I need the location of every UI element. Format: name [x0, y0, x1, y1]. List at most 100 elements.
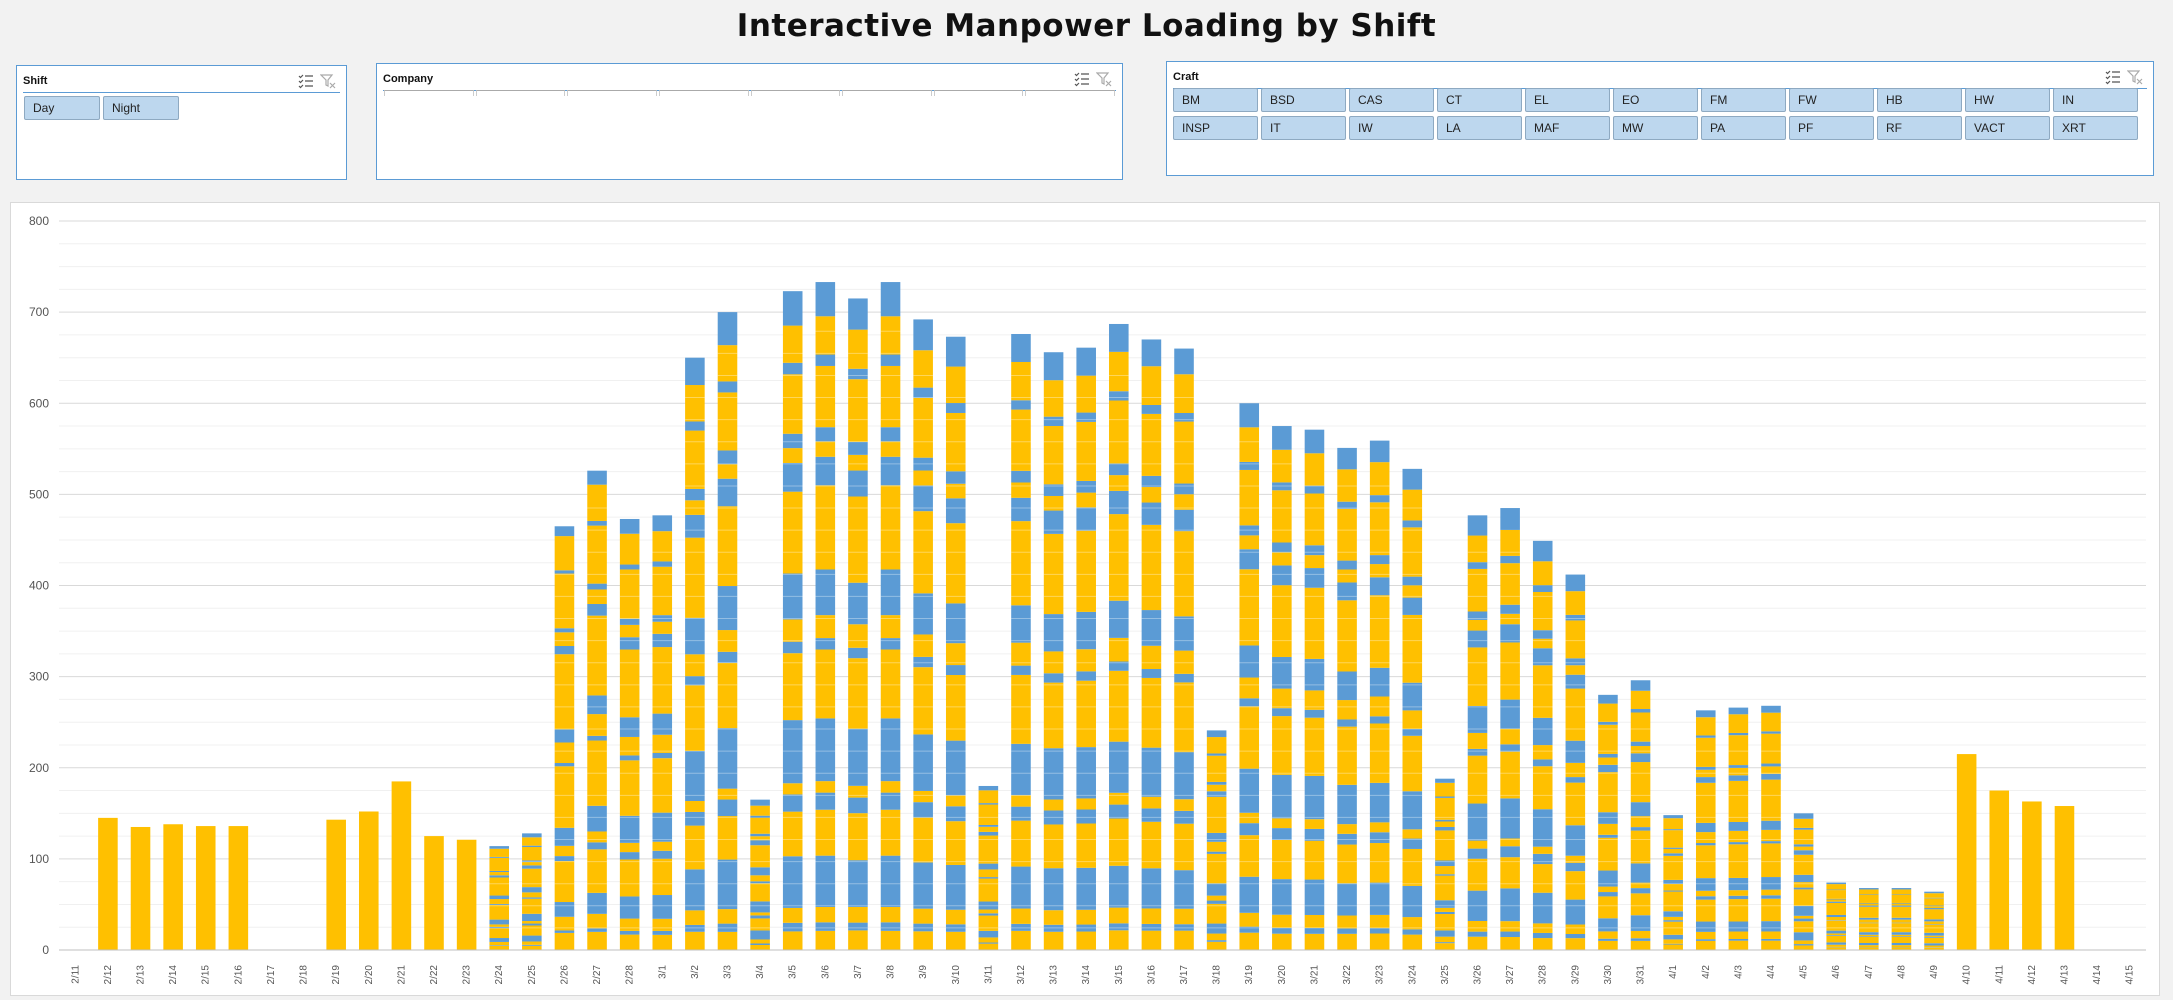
bar-4/1[interactable]: [1663, 815, 1683, 950]
craft-button-hw[interactable]: HW: [1965, 88, 2050, 112]
bar-3/31[interactable]: [1630, 680, 1651, 950]
x-tick-label: 3/6: [820, 965, 831, 979]
bar-3/6[interactable]: [815, 282, 836, 950]
bar-2/12[interactable]: [98, 817, 118, 950]
bar-2/27[interactable]: [587, 470, 607, 950]
bar-3/20[interactable]: [1272, 426, 1292, 950]
bar-3/17[interactable]: [1174, 348, 1194, 950]
bar-3/24[interactable]: [1402, 468, 1423, 950]
craft-button-rf[interactable]: RF: [1877, 116, 1962, 140]
craft-button-mw[interactable]: MW: [1613, 116, 1698, 140]
bar-3/14[interactable]: [1076, 347, 1096, 950]
bar-3/25[interactable]: [1435, 778, 1455, 950]
bar-2/28[interactable]: [619, 518, 640, 950]
day-segment: [880, 649, 901, 719]
bar-3/11[interactable]: [978, 785, 999, 950]
company-slicer-items[interactable]: [384, 90, 1115, 96]
night-segment: [750, 815, 770, 818]
craft-button-la[interactable]: LA: [1437, 116, 1522, 140]
bar-3/9[interactable]: [913, 319, 933, 950]
day-segment: [1174, 682, 1194, 753]
bar-3/28[interactable]: [1532, 540, 1553, 950]
bar-4/5[interactable]: [1793, 813, 1814, 950]
bar-3/5[interactable]: [782, 291, 803, 950]
craft-button-el[interactable]: EL: [1525, 88, 1610, 112]
bar-4/3[interactable]: [1728, 707, 1749, 950]
bar-3/7[interactable]: [848, 298, 868, 950]
craft-button-fm[interactable]: FM: [1701, 88, 1786, 112]
bar-3/22[interactable]: [1337, 447, 1357, 950]
night-segment: [685, 514, 705, 538]
clear-filter-icon[interactable]: [320, 73, 336, 89]
craft-button-insp[interactable]: INSP: [1173, 116, 1258, 140]
craft-button-pa[interactable]: PA: [1701, 116, 1786, 140]
bar-4/6[interactable]: [1826, 882, 1846, 950]
bar-3/4[interactable]: [750, 799, 770, 950]
bar-3/15[interactable]: [1109, 323, 1129, 950]
bar-2/22[interactable]: [424, 836, 444, 950]
craft-button-iw[interactable]: IW: [1349, 116, 1434, 140]
craft-button-vact[interactable]: VACT: [1965, 116, 2050, 140]
craft-button-bm[interactable]: BM: [1173, 88, 1258, 112]
bar-3/13[interactable]: [1043, 352, 1064, 950]
bar-2/26[interactable]: [554, 526, 575, 950]
bar-2/25[interactable]: [522, 833, 542, 950]
bar-2/19[interactable]: [326, 819, 346, 950]
bar-2/20[interactable]: [359, 811, 379, 950]
bar-2/14[interactable]: [163, 824, 183, 950]
night-segment: [1891, 932, 1912, 935]
bar-4/13[interactable]: [2054, 806, 2075, 950]
bar-3/29[interactable]: [1565, 574, 1586, 950]
bar-3/18[interactable]: [1206, 730, 1227, 950]
craft-button-eo[interactable]: EO: [1613, 88, 1698, 112]
bar-4/8[interactable]: [1891, 888, 1912, 950]
bar-2/13[interactable]: [130, 826, 151, 950]
clear-filter-icon[interactable]: [2127, 69, 2143, 85]
day-segment: [1761, 931, 1781, 939]
bar-3/10[interactable]: [945, 336, 966, 950]
bar-3/19[interactable]: [1239, 403, 1260, 950]
craft-button-cas[interactable]: CAS: [1349, 88, 1434, 112]
craft-button-in[interactable]: IN: [2053, 88, 2138, 112]
day-segment: [1239, 535, 1260, 550]
craft-button-it[interactable]: IT: [1261, 116, 1346, 140]
craft-button-hb[interactable]: HB: [1877, 88, 1962, 112]
bar-2/24[interactable]: [489, 846, 510, 950]
bar-3/12[interactable]: [1011, 333, 1031, 950]
multi-select-icon[interactable]: [298, 73, 314, 89]
bar-2/15[interactable]: [195, 826, 216, 950]
shift-button-night[interactable]: Night: [103, 96, 179, 120]
bar-2/16[interactable]: [228, 826, 249, 950]
craft-button-xrt[interactable]: XRT: [2053, 116, 2138, 140]
bar-3/30[interactable]: [1598, 694, 1618, 950]
bar-3/23[interactable]: [1369, 440, 1390, 950]
bar-3/8[interactable]: [880, 282, 901, 950]
bar-4/4[interactable]: [1761, 705, 1781, 950]
bar-2/23[interactable]: [456, 839, 477, 950]
craft-button-ct[interactable]: CT: [1437, 88, 1522, 112]
clear-filter-icon[interactable]: [1096, 71, 1112, 87]
bar-3/2[interactable]: [685, 357, 705, 950]
bar-4/7[interactable]: [1859, 888, 1879, 950]
craft-button-fw[interactable]: FW: [1789, 88, 1874, 112]
bar-4/2[interactable]: [1695, 710, 1716, 950]
bar-3/21[interactable]: [1304, 429, 1325, 950]
craft-button-maf[interactable]: MAF: [1525, 116, 1610, 140]
bar-3/26[interactable]: [1467, 515, 1488, 950]
night-segment: [880, 427, 901, 442]
bar-3/3[interactable]: [717, 312, 738, 950]
multi-select-icon[interactable]: [1074, 71, 1090, 87]
bar-3/16[interactable]: [1141, 339, 1162, 950]
bar-2/21[interactable]: [391, 781, 412, 950]
bar-3/1[interactable]: [652, 515, 673, 950]
shift-button-day[interactable]: Day: [24, 96, 100, 120]
day-segment: [1500, 921, 1520, 932]
bar-4/11[interactable]: [1989, 790, 2010, 950]
multi-select-icon[interactable]: [2105, 69, 2121, 85]
craft-button-bsd[interactable]: BSD: [1261, 88, 1346, 112]
bar-4/10[interactable]: [1956, 754, 1977, 950]
bar-3/27[interactable]: [1500, 508, 1520, 950]
craft-button-pf[interactable]: PF: [1789, 116, 1874, 140]
bar-4/9[interactable]: [1924, 891, 1944, 950]
bar-4/12[interactable]: [2022, 801, 2042, 950]
